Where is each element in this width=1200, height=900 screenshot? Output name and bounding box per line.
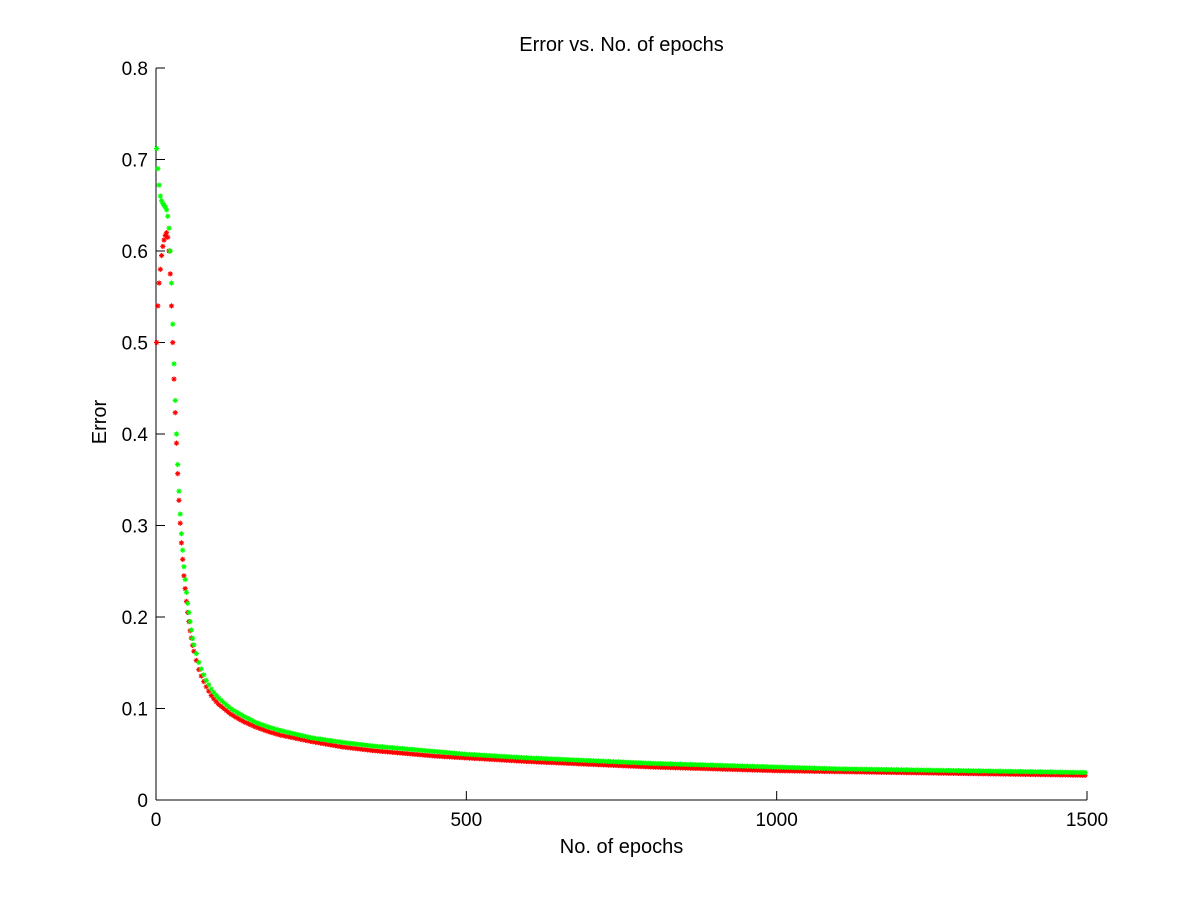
y-tick-label: 0.2: [122, 608, 148, 629]
data-point: [190, 635, 196, 642]
data-point: [155, 303, 161, 309]
data-point: [181, 564, 187, 570]
data-point: [203, 677, 209, 683]
data-point: [182, 576, 188, 583]
series-markers: [154, 145, 1088, 776]
series-markers: [154, 230, 1088, 778]
data-point: [160, 243, 166, 250]
data-point: [156, 280, 162, 286]
data-point: [155, 166, 161, 172]
data-point: [170, 339, 176, 346]
data-point: [191, 642, 197, 648]
data-point: [180, 547, 186, 553]
x-axis-label: No. of epochs: [560, 836, 683, 858]
data-point: [188, 627, 194, 633]
y-tick-label: 0.7: [122, 151, 148, 172]
data-point: [226, 709, 232, 716]
data-point: [198, 666, 204, 672]
data-point: [163, 207, 170, 213]
data-point: [157, 193, 163, 199]
data-points: [154, 145, 1088, 778]
data-point: [172, 397, 178, 404]
chart-title: Error vs. No. of epochs: [519, 34, 724, 56]
data-point: [186, 609, 192, 616]
data-point: [171, 376, 177, 382]
data-point: [185, 600, 191, 606]
data-point: [165, 213, 171, 219]
data-point: [172, 410, 178, 416]
y-axis-label: Error: [89, 399, 111, 444]
data-point: [187, 618, 193, 625]
data-point: [158, 252, 165, 259]
data-point: [173, 440, 180, 446]
x-tick-label: 500: [450, 810, 482, 831]
data-point: [250, 723, 257, 729]
data-point: [156, 182, 162, 188]
data-point: [178, 540, 185, 546]
data-point: [154, 145, 160, 152]
data-point: [163, 230, 170, 236]
y-tick-label: 0.8: [122, 59, 148, 80]
y-tick-label: 0.6: [122, 242, 148, 263]
data-point: [193, 651, 199, 657]
data-point: [173, 431, 180, 437]
y-tick-label: 0.4: [122, 425, 149, 446]
data-point: [196, 659, 202, 665]
data-point: [157, 266, 163, 272]
data-point: [166, 225, 172, 231]
data-point: [175, 461, 181, 468]
ticks: 0 500 1000 1500 0 0.1 0.2 0.3 0.4 0.5 0.6 0.7 0.8: [122, 59, 1109, 831]
data-point: [211, 689, 217, 695]
data-point: [165, 234, 171, 240]
data-point: [176, 488, 182, 494]
data-point: [177, 511, 183, 517]
axes: [155, 68, 1087, 801]
x-tick-label: 1000: [756, 810, 798, 831]
data-point: [161, 237, 167, 243]
data-point: [167, 271, 173, 277]
data-point: [183, 589, 190, 595]
data-point: [178, 531, 185, 537]
data-point: [175, 471, 181, 477]
data-point: [168, 303, 175, 309]
data-point: [176, 497, 182, 503]
data-point: [158, 198, 165, 204]
data-point: [1082, 769, 1088, 776]
data-point: [208, 686, 214, 692]
x-tick-label: 1500: [1066, 810, 1108, 831]
data-point: [206, 682, 212, 688]
y-tick-label: 0.5: [122, 334, 148, 355]
data-point: [171, 361, 177, 367]
y-tick-label: 0.3: [122, 517, 148, 538]
data-point: [168, 280, 175, 286]
data-point: [154, 339, 160, 346]
data-point: [177, 520, 183, 526]
y-tick-label: 0: [137, 791, 148, 812]
y-tick-label: 0.1: [122, 700, 148, 721]
x-tick-label: 0: [151, 810, 162, 831]
data-point: [201, 672, 207, 678]
data-point: [170, 321, 176, 327]
data-point: [167, 248, 173, 254]
data-point: [180, 556, 186, 562]
